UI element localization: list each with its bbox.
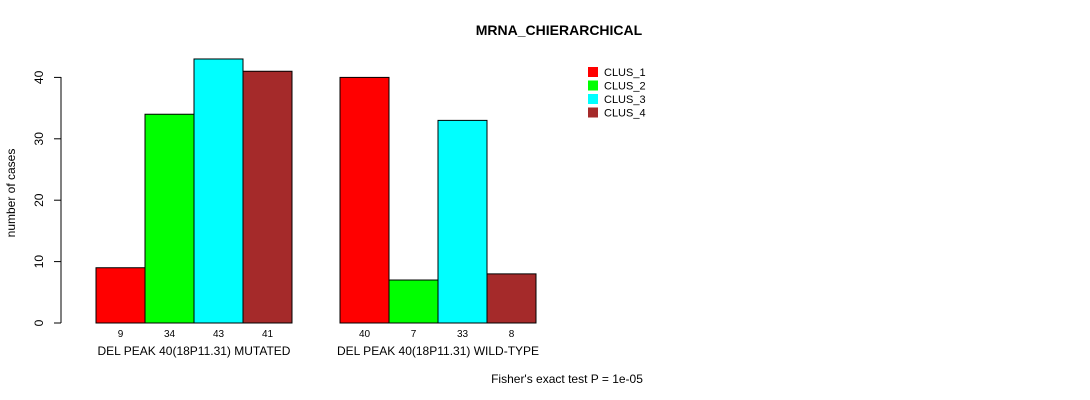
bar-clus-2-group-2 (388, 279, 439, 324)
bar-value-label: 34 (164, 329, 176, 340)
y-tick-label: 0 (32, 319, 46, 326)
legend-swatch (588, 67, 598, 77)
legend-swatch (588, 107, 598, 118)
bar-value-label: 9 (118, 329, 124, 340)
legend-swatch (588, 94, 598, 104)
y-axis-ticks: 0 10 20 30 40 (32, 70, 61, 326)
bar-value-label: 43 (213, 329, 225, 340)
group-label-2: DEL PEAK 40(18P11.31) WILD-TYPE (337, 344, 539, 358)
bars (95, 58, 537, 324)
bar-clus-4-group-1 (242, 70, 293, 324)
bar-value-label: 41 (262, 329, 274, 340)
y-tick-label: 40 (32, 70, 46, 84)
y-tick-label: 20 (32, 193, 46, 207)
chart-title: MRNA_CHIERARCHICAL (476, 22, 643, 38)
bar-value-label: 8 (509, 329, 515, 340)
y-tick-label: 30 (32, 132, 46, 146)
bar-value-label: 7 (411, 329, 417, 340)
bar-value-label: 40 (359, 329, 371, 340)
bar-value-labels: 9 34 43 41 40 7 33 8 (118, 329, 515, 340)
fisher-test-footnote: Fisher's exact test P = 1e-05 (491, 372, 643, 386)
bar-clus-3-group-2 (437, 119, 488, 324)
legend-label: CLUS_4 (604, 108, 646, 120)
bar-clus-3-group-1 (193, 58, 244, 324)
group-label-1: DEL PEAK 40(18P11.31) MUTATED (98, 344, 291, 358)
y-tick-label: 10 (32, 255, 46, 269)
legend-swatch (588, 80, 598, 91)
bar-clus-1-group-1 (95, 267, 146, 324)
bar-clus-4-group-2 (486, 273, 537, 324)
bar-value-label: 33 (457, 329, 469, 340)
group-labels: DEL PEAK 40(18P11.31) MUTATED DEL PEAK 40… (98, 344, 540, 358)
legend-label: CLUS_2 (604, 81, 646, 93)
legend-label: CLUS_3 (604, 94, 646, 106)
legend-label: CLUS_1 (604, 67, 646, 79)
y-axis-label: number of cases (4, 149, 18, 238)
bar-clus-1-group-2 (339, 76, 390, 324)
bar-clus-2-group-1 (144, 113, 195, 324)
